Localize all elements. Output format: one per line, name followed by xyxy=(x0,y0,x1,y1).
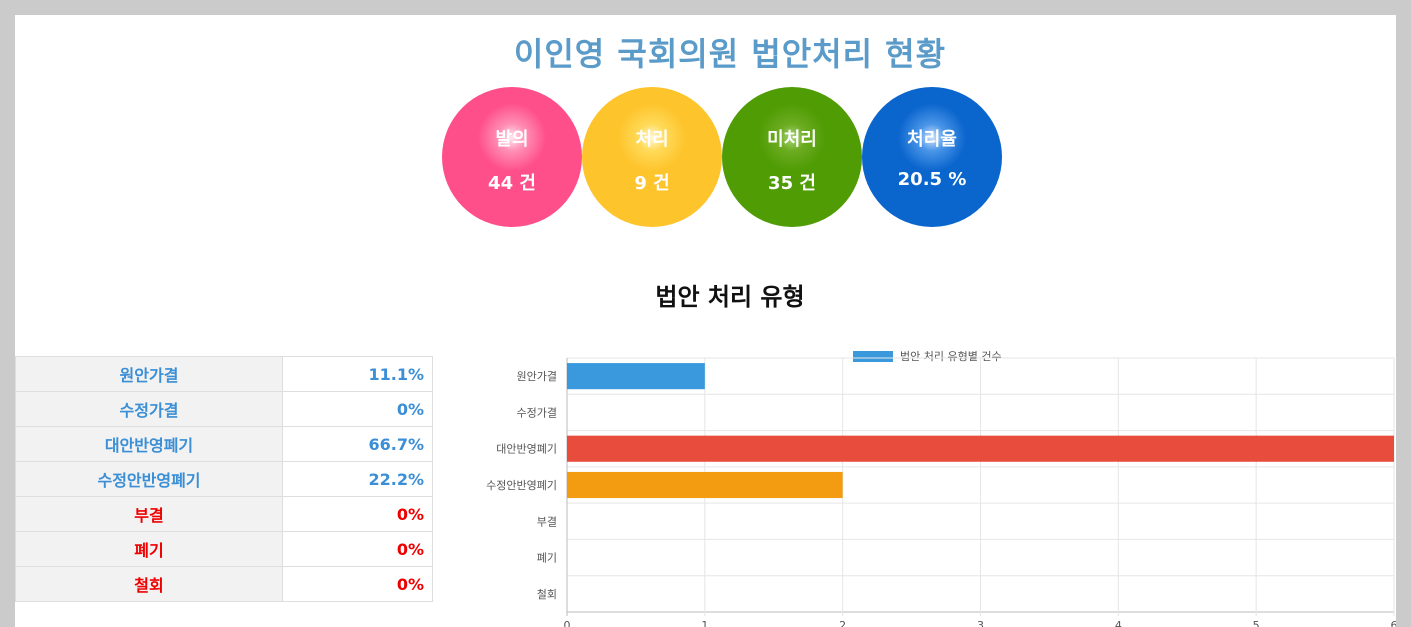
type-name: 대안반영폐기 xyxy=(15,426,283,462)
y-category-label: 수정안반영폐기 xyxy=(486,479,557,492)
stat-proposed-label: 발의 xyxy=(495,129,529,150)
x-tick-label: 3 xyxy=(977,619,984,627)
bar-수정안반영폐기 xyxy=(567,471,843,499)
type-percent: 66.7% xyxy=(282,426,433,462)
table-row: 수정안반영폐기 22.2% xyxy=(15,461,433,497)
table-row: 폐기 0% xyxy=(15,531,433,567)
type-table: 원안가결 11.1% 수정가결 0% 대안반영폐기 66.7% 수정안반영폐기 … xyxy=(15,356,433,602)
stat-processed-circle: 처리 9 건 xyxy=(582,87,722,227)
x-tick-label: 0 xyxy=(564,619,571,627)
type-name: 원안가결 xyxy=(15,356,283,392)
stat-rate-label: 처리율 xyxy=(907,129,957,150)
stat-rate-circle: 처리율 20.5 % xyxy=(862,87,1002,227)
main-panel: 이인영 국회의원 법안처리 현황 발의 44 건 처리 9 건 미처리 35 건… xyxy=(15,15,1396,627)
section-title: 법안 처리 유형 xyxy=(655,283,805,311)
legend-swatch xyxy=(853,351,893,362)
table-row: 철회 0% xyxy=(15,566,433,602)
type-percent: 22.2% xyxy=(282,461,433,497)
y-category-label: 원안가결 xyxy=(517,370,557,383)
y-category-label: 부결 xyxy=(537,515,557,528)
stat-proposed-value: 44 건 xyxy=(488,173,536,194)
stat-processed-label: 처리 xyxy=(635,129,669,150)
chart-svg: 법안 처리 유형별 건수 0 1 2 3 4 5 6 원안가결수정가결대안반영폐기수정안반영폐기… xyxy=(486,350,1397,627)
stat-unprocessed-value: 35 건 xyxy=(768,173,816,194)
y-category-label: 대안반영폐기 xyxy=(496,443,557,456)
legend-label: 법안 처리 유형별 건수 xyxy=(900,350,1002,363)
type-name: 수정안반영폐기 xyxy=(15,461,283,497)
type-name: 폐기 xyxy=(15,531,283,567)
table-row: 대안반영폐기 66.7% xyxy=(15,426,433,462)
type-percent: 11.1% xyxy=(282,356,433,392)
x-tick-label: 2 xyxy=(839,619,846,627)
type-percent: 0% xyxy=(282,496,433,532)
type-percent: 0% xyxy=(282,566,433,602)
stat-proposed-circle: 발의 44 건 xyxy=(442,87,582,227)
x-tick-label: 1 xyxy=(701,619,708,627)
stat-unprocessed-circle: 미처리 35 건 xyxy=(722,87,862,227)
y-category-label: 철회 xyxy=(537,588,557,601)
x-tick-label: 6 xyxy=(1391,619,1397,627)
x-tick-label: 5 xyxy=(1253,619,1260,627)
table-row: 원안가결 11.1% xyxy=(15,356,433,392)
table-row: 부결 0% xyxy=(15,496,433,532)
stat-unprocessed-label: 미처리 xyxy=(767,129,817,150)
x-tick-label: 4 xyxy=(1115,619,1122,627)
bar-대안반영폐기 xyxy=(567,435,1394,462)
type-name: 수정가결 xyxy=(15,391,283,427)
bar-원안가결 xyxy=(567,363,705,390)
stat-processed-value: 9 건 xyxy=(634,173,670,194)
stat-rate-value: 20.5 % xyxy=(897,169,967,190)
type-name: 철회 xyxy=(15,566,283,602)
type-percent: 0% xyxy=(282,391,433,427)
y-category-label: 폐기 xyxy=(537,552,557,565)
page-title: 이인영 국회의원 법안처리 현황 xyxy=(513,35,947,73)
type-percent: 0% xyxy=(282,531,433,567)
table-row: 수정가결 0% xyxy=(15,391,433,427)
type-name: 부결 xyxy=(15,496,283,532)
y-category-label: 수정가결 xyxy=(517,406,557,419)
